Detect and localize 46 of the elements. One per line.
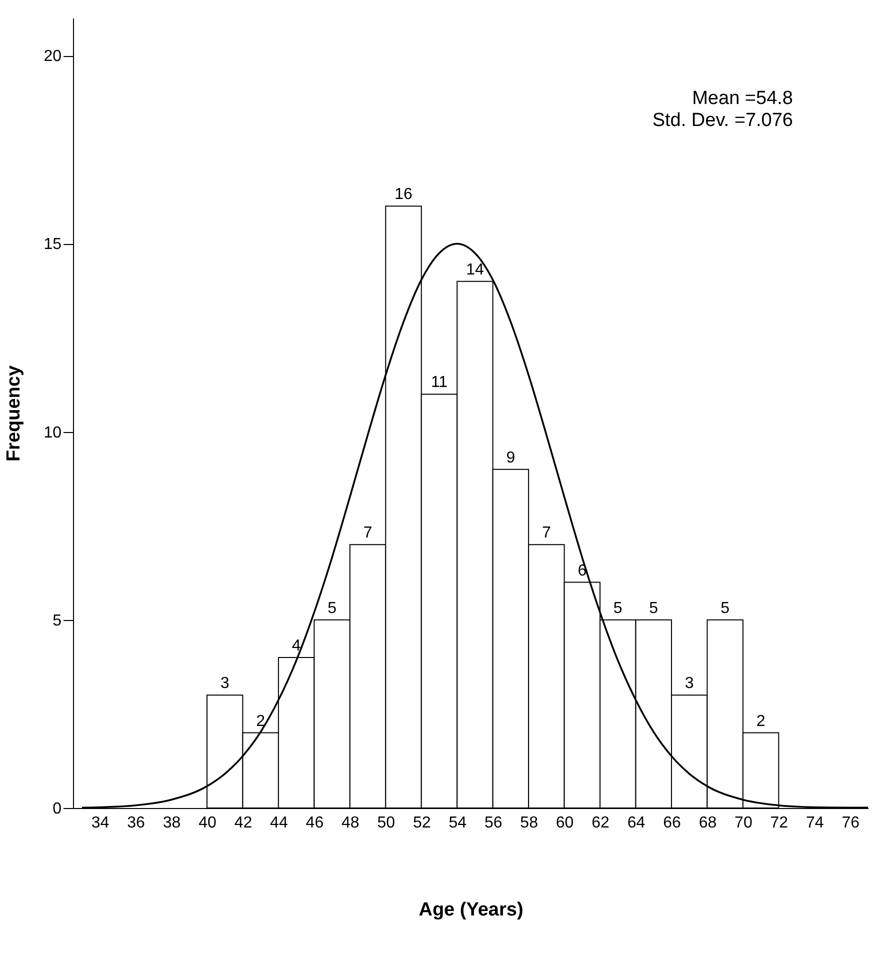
data-label: 3 xyxy=(684,675,694,692)
x-tick-label: 50 xyxy=(377,814,396,832)
x-tick-label: 74 xyxy=(806,814,824,832)
x-tick-label: 64 xyxy=(627,814,646,832)
annotation: Std. Dev. =7.076 xyxy=(652,110,793,131)
data-label: 5 xyxy=(649,600,658,617)
data-label: 2 xyxy=(756,712,766,730)
y-tick-label: 20 xyxy=(44,48,62,66)
data-label: 5 xyxy=(328,600,337,617)
y-axis-title: Frequency xyxy=(4,365,25,462)
x-tick-label: 54 xyxy=(448,814,467,832)
y-tick-label: 15 xyxy=(44,236,62,254)
x-tick-label: 68 xyxy=(698,814,717,832)
x-tick-label: 70 xyxy=(734,814,752,832)
x-tick-label: 40 xyxy=(198,814,216,832)
data-label: 14 xyxy=(466,261,484,278)
x-tick-label: 38 xyxy=(162,814,181,832)
data-label: 7 xyxy=(542,524,551,542)
data-label: 11 xyxy=(430,374,448,392)
data-label: 7 xyxy=(363,524,372,542)
x-tick-label: 48 xyxy=(342,814,360,832)
y-tick-label: 0 xyxy=(52,800,62,818)
x-tick-label: 44 xyxy=(270,814,288,832)
x-axis-title: Age (Years) xyxy=(418,900,524,920)
data-label: 3 xyxy=(220,675,230,692)
y-tick-label: 5 xyxy=(52,612,62,630)
data-label: 2 xyxy=(256,712,266,730)
data-label: 9 xyxy=(506,449,516,466)
x-tick-label: 36 xyxy=(127,814,146,832)
x-tick-label: 72 xyxy=(770,814,788,832)
x-tick-label: 60 xyxy=(556,814,574,832)
x-tick-label: 56 xyxy=(484,814,502,832)
x-tick-label: 34 xyxy=(91,814,110,832)
x-tick-label: 62 xyxy=(592,814,610,832)
data-label: 5 xyxy=(720,600,730,617)
data-label: 16 xyxy=(394,186,413,204)
x-tick-label: 52 xyxy=(412,814,431,832)
x-tick-label: 46 xyxy=(306,814,324,832)
x-tick-label: 66 xyxy=(663,814,681,832)
y-tick-label: 10 xyxy=(44,424,62,442)
data-label: 5 xyxy=(613,600,622,617)
annotation: Mean =54.8 xyxy=(692,88,793,109)
x-tick-label: 76 xyxy=(842,814,860,832)
x-tick-label: 42 xyxy=(234,814,252,832)
x-tick-label: 58 xyxy=(520,814,538,832)
data-label: 4 xyxy=(292,638,301,655)
